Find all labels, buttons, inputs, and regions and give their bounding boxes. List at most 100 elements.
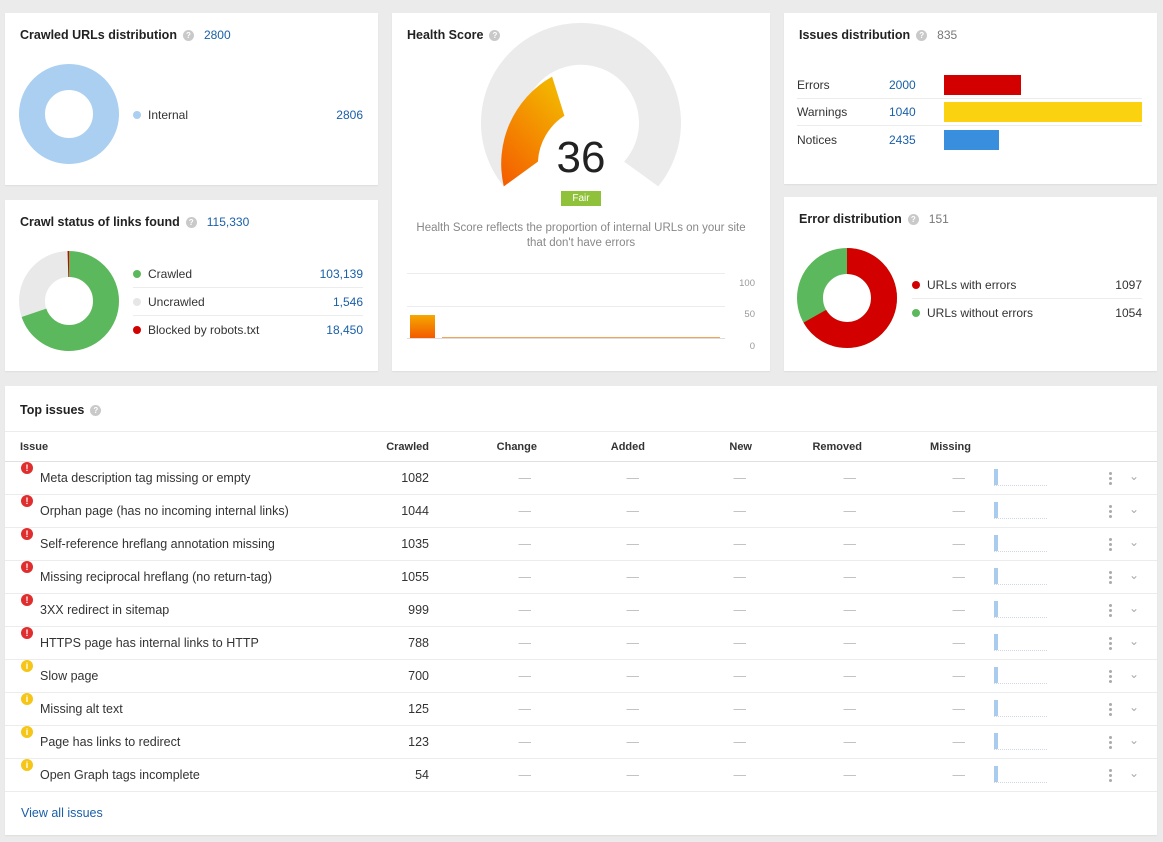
- issue-name[interactable]: Orphan page (has no incoming internal li…: [40, 504, 289, 518]
- chevron-down-icon[interactable]: ⌄: [1129, 568, 1140, 582]
- issue-name[interactable]: 3XX redirect in sitemap: [40, 603, 170, 617]
- table-row[interactable]: i Open Graph tags incomplete 54 — — — — — ⌄: [5, 759, 1157, 792]
- chevron-down-icon[interactable]: ⌄: [1129, 700, 1140, 714]
- column-header-missing[interactable]: Missing: [930, 441, 971, 453]
- column-header-crawled[interactable]: Crawled: [386, 441, 429, 453]
- column-header-change[interactable]: Change: [496, 441, 537, 453]
- issues-row-label: Notices: [797, 132, 838, 147]
- legend-value[interactable]: 103,139: [319, 266, 363, 281]
- issue-crawled-count[interactable]: 1035: [401, 537, 429, 551]
- help-icon[interactable]: ?: [916, 29, 928, 41]
- table-row[interactable]: ! 3XX redirect in sitemap 999 — — — — — ⌄: [5, 594, 1157, 627]
- donut-internal-segment[interactable]: [19, 64, 119, 164]
- donut-blocked-segment[interactable]: [19, 251, 119, 351]
- chevron-down-icon[interactable]: ⌄: [1129, 634, 1140, 648]
- crawl-status-count[interactable]: 115,330: [206, 215, 250, 229]
- issue-crawled-count[interactable]: 1044: [401, 504, 429, 518]
- column-header-added[interactable]: Added: [610, 441, 645, 453]
- row-menu-icon[interactable]: [1109, 637, 1112, 652]
- issue-crawled-count[interactable]: 788: [408, 636, 429, 650]
- health-score-card: Health Score ? 36 Fair Health Score refl…: [392, 13, 770, 371]
- issue-name[interactable]: Slow page: [40, 669, 99, 683]
- help-icon[interactable]: ?: [185, 216, 197, 228]
- help-icon[interactable]: ?: [90, 404, 102, 416]
- issues-row-notices[interactable]: Notices 2435: [797, 126, 1142, 153]
- table-row[interactable]: ! Self-reference hreflang annotation miss…: [5, 528, 1157, 561]
- issue-new-value: —: [733, 504, 747, 518]
- chevron-down-icon[interactable]: ⌄: [1129, 667, 1140, 681]
- column-header-issue[interactable]: Issue: [20, 441, 49, 453]
- view-all-issues-link[interactable]: View all issues: [21, 806, 103, 820]
- chevron-down-icon[interactable]: ⌄: [1129, 535, 1140, 549]
- issues-row-warnings[interactable]: Warnings 1040: [797, 99, 1142, 126]
- row-menu-icon[interactable]: [1109, 769, 1112, 784]
- issue-added-value: —: [626, 636, 640, 650]
- y-tick-0: 0: [749, 341, 755, 352]
- row-menu-icon[interactable]: [1109, 703, 1112, 718]
- table-row[interactable]: i Slow page 700 — — — — — ⌄: [5, 660, 1157, 693]
- issue-name[interactable]: Page has links to redirect: [40, 735, 181, 749]
- help-icon[interactable]: ?: [182, 29, 194, 41]
- issue-crawled-count[interactable]: 700: [408, 669, 429, 683]
- issue-name[interactable]: Missing reciprocal hreflang (no return-t…: [40, 570, 273, 584]
- issue-crawled-count[interactable]: 125: [408, 702, 429, 716]
- chevron-down-icon[interactable]: ⌄: [1129, 469, 1140, 483]
- legend-row-uncrawled[interactable]: Uncrawled 1,546: [133, 288, 363, 316]
- row-menu-icon[interactable]: [1109, 505, 1112, 520]
- legend-row-without-errors[interactable]: URLs without errors 1054: [912, 299, 1142, 327]
- row-menu-icon[interactable]: [1109, 736, 1112, 751]
- row-menu-icon[interactable]: [1109, 670, 1112, 685]
- issues-row-value[interactable]: 2435: [889, 132, 916, 147]
- help-icon[interactable]: ?: [907, 213, 919, 225]
- donut-with-errors-segment[interactable]: [797, 248, 897, 348]
- table-row[interactable]: ! Meta description tag missing or empty 10…: [5, 462, 1157, 495]
- chevron-down-icon[interactable]: ⌄: [1129, 733, 1140, 747]
- table-row[interactable]: i Missing alt text 125 — — — — — ⌄: [5, 693, 1157, 726]
- chevron-down-icon[interactable]: ⌄: [1129, 766, 1140, 780]
- issue-crawled-count[interactable]: 999: [408, 603, 429, 617]
- card-title: Error distribution ? 151: [799, 212, 949, 226]
- row-menu-icon[interactable]: [1109, 604, 1112, 619]
- table-row[interactable]: i Page has links to redirect 123 — — — — — ⌄: [5, 726, 1157, 759]
- issue-crawled-count[interactable]: 1055: [401, 570, 429, 584]
- issue-name[interactable]: HTTPS page has internal links to HTTP: [40, 636, 259, 650]
- legend-label: Crawled: [148, 266, 193, 281]
- issue-crawled-count[interactable]: 123: [408, 735, 429, 749]
- issues-row-value[interactable]: 2000: [889, 78, 916, 92]
- row-menu-icon[interactable]: [1109, 538, 1112, 553]
- chevron-down-icon[interactable]: ⌄: [1129, 502, 1140, 516]
- legend-row-blocked[interactable]: Blocked by robots.txt 18,450: [133, 316, 363, 344]
- legend-label: Internal: [148, 108, 189, 122]
- legend-row-with-errors[interactable]: URLs with errors 1097: [912, 271, 1142, 299]
- issue-added-value: —: [626, 603, 640, 617]
- issue-name[interactable]: Open Graph tags incomplete: [40, 768, 200, 782]
- error-distribution-title: Error distribution: [799, 212, 902, 226]
- help-icon[interactable]: ?: [489, 29, 501, 41]
- table-row[interactable]: ! Missing reciprocal hreflang (no return-…: [5, 561, 1157, 594]
- issue-crawled-count[interactable]: 54: [415, 768, 429, 782]
- issue-crawled-count[interactable]: 1082: [401, 471, 429, 485]
- issues-row-errors[interactable]: Errors 2000: [797, 72, 1142, 99]
- legend-value[interactable]: 1,546: [332, 294, 363, 309]
- issue-name[interactable]: Meta description tag missing or empty: [40, 471, 251, 485]
- history-bar[interactable]: [410, 315, 435, 338]
- column-header-new[interactable]: New: [729, 441, 752, 453]
- legend-value[interactable]: 2806: [336, 108, 363, 122]
- error-distribution-legend: URLs with errors 1097 URLs without error…: [912, 271, 1142, 327]
- issues-row-value[interactable]: 1040: [889, 105, 916, 119]
- table-row[interactable]: ! HTTPS page has internal links to HTTP 78…: [5, 627, 1157, 660]
- issue-trend-sparkline: [994, 667, 1047, 684]
- legend-row-internal[interactable]: Internal 2806: [133, 101, 363, 129]
- row-menu-icon[interactable]: [1109, 472, 1112, 487]
- row-menu-icon[interactable]: [1109, 571, 1112, 586]
- crawled-urls-count[interactable]: 2800: [203, 28, 231, 42]
- issue-missing-value: —: [952, 471, 966, 485]
- column-header-removed[interactable]: Removed: [812, 441, 862, 453]
- chevron-down-icon[interactable]: ⌄: [1129, 601, 1140, 615]
- issue-name[interactable]: Missing alt text: [40, 702, 123, 716]
- table-row[interactable]: ! Orphan page (has no incoming internal l…: [5, 495, 1157, 528]
- legend-row-crawled[interactable]: Crawled 103,139: [133, 260, 363, 288]
- top-issues-title: Top issues: [20, 403, 85, 417]
- legend-value[interactable]: 18,450: [326, 323, 363, 337]
- issue-name[interactable]: Self-reference hreflang annotation missi…: [40, 537, 275, 551]
